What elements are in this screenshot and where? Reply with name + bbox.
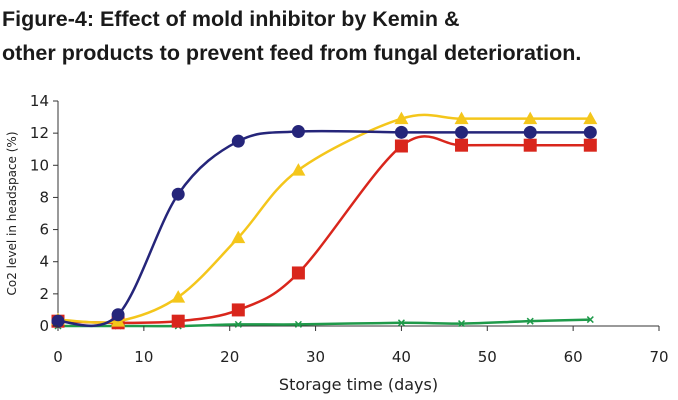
data-point-square	[291, 266, 305, 280]
data-point-square	[523, 138, 537, 152]
x-tick-label: 10	[134, 348, 153, 366]
figure-title: Figure-4: Effect of mold inhibitor by Ke…	[2, 2, 678, 70]
data-point-circle	[291, 125, 305, 139]
data-point-square	[231, 303, 245, 317]
data-point-circle	[455, 125, 469, 139]
chart-ticks: 0 2 4 6 8 10 12 14 0 10 20 30 40 50 60 70	[30, 92, 669, 366]
data-point-x	[234, 320, 242, 328]
data-point-triangle	[523, 111, 538, 125]
figure-title-line-2: other products to prevent feed from fung…	[2, 41, 582, 65]
data-point-triangle	[394, 111, 409, 125]
y-tick-label: 2	[39, 285, 49, 303]
data-point-x	[294, 320, 302, 328]
y-tick-label: 10	[30, 156, 49, 174]
data-point-x	[457, 320, 466, 328]
y-tick-label: 6	[39, 221, 49, 239]
figure-title-line-1: Figure-4: Effect of mold inhibitor by Ke…	[2, 7, 460, 31]
data-point-circle	[583, 125, 597, 139]
data-point-triangle	[583, 111, 598, 125]
data-point-circle	[111, 308, 125, 322]
y-tick-label: 8	[39, 188, 49, 206]
y-axis-label: Co2 level in headspace (%)	[5, 131, 19, 295]
series-line-x	[58, 318, 591, 328]
x-tick-label: 30	[306, 348, 325, 366]
data-point-triangle	[454, 111, 469, 125]
x-axis-label: Storage time (days)	[279, 375, 438, 394]
x-tick-label: 0	[53, 348, 63, 366]
data-point-square	[394, 139, 408, 153]
x-tick-label: 60	[564, 348, 583, 366]
data-point-triangle	[291, 163, 306, 176]
x-tick-label: 40	[392, 348, 411, 366]
x-tick-label: 50	[478, 348, 497, 366]
data-point-circle	[171, 187, 185, 201]
series-line-square	[57, 135, 591, 325]
data-point-square	[171, 314, 185, 328]
data-point-circle	[231, 134, 245, 148]
data-point-triangle	[171, 290, 186, 303]
y-tick-label: 0	[39, 317, 49, 335]
y-tick-label: 14	[30, 92, 49, 110]
data-point-circle	[51, 314, 65, 328]
y-tick-label: 12	[30, 124, 49, 142]
data-point-square	[455, 138, 469, 152]
y-tick-label: 4	[39, 253, 49, 271]
chart-series-layer	[51, 111, 598, 330]
data-point-circle	[523, 125, 537, 139]
data-point-circle	[394, 125, 408, 139]
data-point-square	[583, 138, 597, 152]
data-point-x	[586, 316, 594, 324]
data-point-x	[397, 319, 405, 327]
series-line-circle	[57, 129, 591, 328]
data-point-triangle	[231, 230, 246, 244]
data-point-x	[526, 317, 534, 325]
x-tick-label: 20	[220, 348, 239, 366]
x-tick-label: 70	[649, 348, 668, 366]
